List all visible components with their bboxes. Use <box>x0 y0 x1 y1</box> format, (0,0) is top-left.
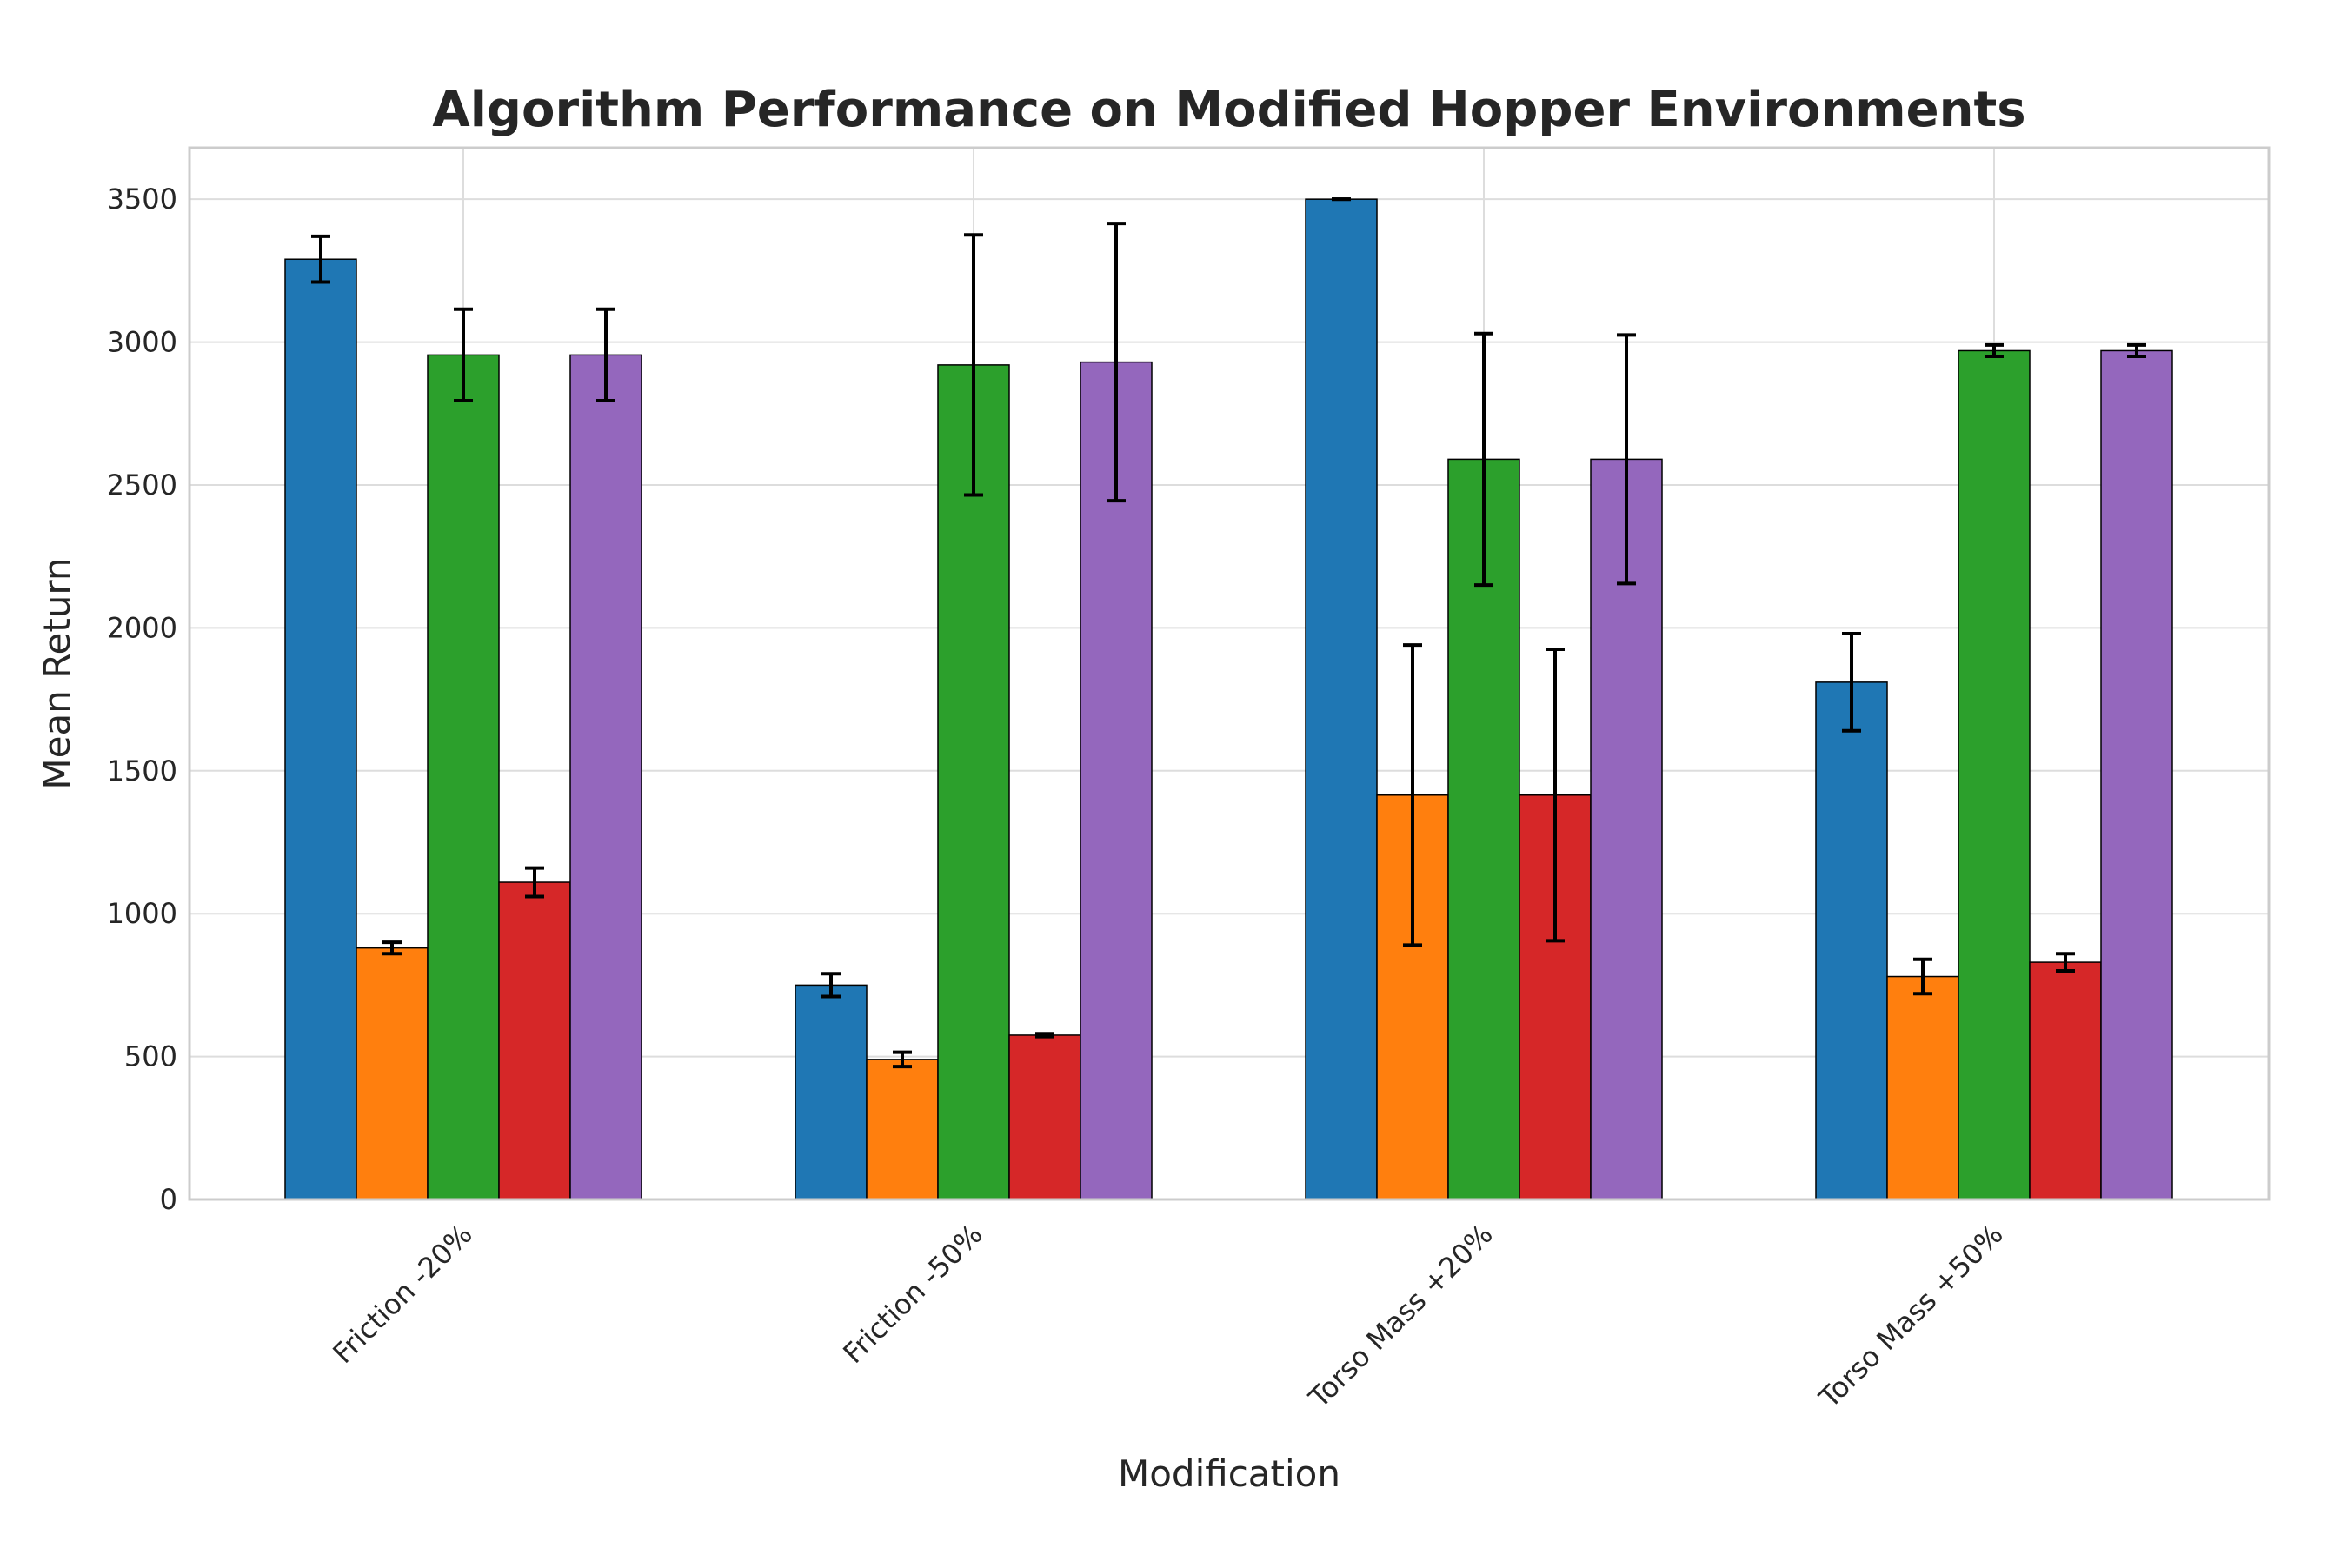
y-tick-label: 2000 <box>107 611 177 644</box>
y-axis-ticks: 0 500 1000 1500 2000 2500 3000 3500 <box>107 183 177 1216</box>
y-axis-label: Mean Return <box>36 557 78 789</box>
bar <box>569 354 642 1200</box>
bars <box>284 198 2173 1200</box>
bar <box>2029 961 2102 1200</box>
error-bars <box>311 197 2146 1069</box>
bar <box>498 881 571 1200</box>
y-tick-label: 3500 <box>107 183 177 216</box>
x-axis-label: Modification <box>1118 1452 1340 1495</box>
bar <box>2100 349 2173 1200</box>
y-tick-label: 1000 <box>107 897 177 930</box>
y-tick-label: 500 <box>124 1040 177 1073</box>
bar <box>1008 1034 1081 1200</box>
bar <box>427 354 500 1200</box>
plot-frame <box>188 146 2271 1201</box>
y-tick-label: 3000 <box>107 326 177 359</box>
bar <box>1305 198 1378 1200</box>
y-tick-label: 2500 <box>107 468 177 502</box>
bar <box>937 364 1010 1200</box>
bar <box>284 258 357 1200</box>
y-tick-label: 0 <box>160 1183 177 1216</box>
bar <box>866 1059 939 1200</box>
bar <box>1886 975 1959 1200</box>
bar <box>1815 681 1888 1200</box>
bar <box>795 984 868 1200</box>
chart-title: Algorithm Performance on Modified Hopper… <box>432 82 2025 138</box>
bar <box>356 947 429 1200</box>
bar <box>1958 349 2031 1200</box>
y-tick-label: 1500 <box>107 754 177 787</box>
